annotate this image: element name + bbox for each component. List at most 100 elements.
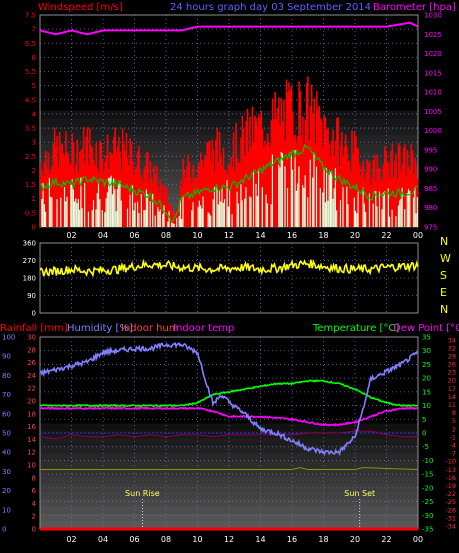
wind-bar (326, 168, 328, 227)
dewpoint-tick-label: 14 (448, 393, 456, 401)
wind-bar (333, 188, 335, 227)
compass-label: E (440, 286, 447, 299)
wind-bar (210, 215, 212, 227)
gust-bar (43, 162, 46, 227)
wind-bar (381, 209, 383, 227)
wind-bar (395, 216, 397, 227)
gust-bar (399, 145, 401, 227)
hour-tick-label: 20 (350, 231, 360, 240)
wind-bar (75, 198, 77, 227)
humidity-tick-label: 80 (2, 372, 11, 380)
wind-bar (80, 177, 82, 227)
hour-tick-label: 16 (287, 535, 297, 544)
gust-bar (336, 117, 338, 227)
gust-bar (222, 147, 225, 227)
gust-bar (246, 108, 249, 227)
wind-bar (294, 150, 296, 227)
gust-bar (154, 174, 157, 227)
temperature-tick-label: 30 (422, 347, 431, 355)
gust-bar (275, 118, 278, 227)
gust-bar (142, 181, 144, 227)
hour-tick-label: 18 (318, 231, 328, 240)
gust-bar (76, 139, 79, 227)
dewpoint-tick-label: -34 (445, 523, 456, 531)
gust-bar (182, 158, 184, 227)
humidity-tick-label: 100 (2, 334, 15, 342)
wind-bar (182, 196, 184, 227)
wind-bar (255, 183, 257, 227)
wind-bar (397, 205, 400, 227)
indoor-temp-title: Indoor temp (173, 323, 234, 334)
gust-bar (392, 178, 395, 227)
gust-bar (273, 119, 275, 227)
gust-bar (223, 170, 226, 227)
gust-bar (91, 146, 94, 227)
wind-bar (257, 168, 260, 227)
wind-bar (295, 190, 298, 227)
wind-bar (355, 210, 357, 227)
gust-bar (134, 169, 137, 227)
windspeed-axis-title: Windspeed [m/s] (38, 2, 123, 13)
wind-bar (81, 208, 83, 227)
wind-bar (101, 210, 103, 227)
wind-bar (137, 201, 139, 227)
gust-bar (188, 162, 191, 227)
gust-bar (177, 206, 179, 227)
gust-bar (143, 170, 145, 227)
wind-bar (241, 200, 243, 227)
wind-bar (131, 185, 134, 227)
wind-bar (226, 180, 228, 227)
gust-bar (189, 176, 192, 227)
wind-bar (63, 187, 66, 227)
gust-bar (53, 127, 56, 227)
wind-bar (236, 191, 238, 227)
gust-bar (157, 185, 159, 227)
wind-bar (71, 178, 73, 227)
gust-bar (338, 167, 341, 227)
wind-bar (212, 199, 214, 227)
compass-label: N (440, 303, 448, 316)
barometer-tick-label: 1010 (424, 89, 442, 97)
barometer-tick-label: 1005 (424, 108, 442, 116)
wind-bar (356, 213, 358, 227)
gust-bar (415, 164, 418, 227)
hour-tick-label: 22 (381, 231, 391, 240)
hour-tick-label: 02 (66, 535, 76, 544)
temperature-tick-label: 35 (422, 334, 431, 342)
gust-bar (310, 84, 313, 227)
wind-bar (173, 223, 175, 227)
windspeed-tick-label: 0 (32, 224, 36, 232)
hour-tick-label: 00 (413, 535, 423, 544)
gust-bar (318, 105, 321, 227)
chart-date-title: 24 hours graph day 03 September 2014 (170, 2, 371, 13)
wind-bar (309, 159, 311, 227)
hour-ticks-top: 02 04 06 08 10 12 14 16 18 20 22 00 (66, 231, 423, 240)
gust-bar (302, 116, 304, 227)
temperature-tick-label: -5 (422, 443, 429, 451)
wind-bar (416, 196, 418, 227)
wind-bar (353, 197, 355, 227)
gust-bar (86, 127, 89, 227)
rain-tick-label: 24 (27, 372, 36, 380)
gust-bar (249, 116, 251, 227)
wind-bar (143, 209, 145, 227)
gust-bar (164, 186, 167, 227)
wind-bar (157, 207, 159, 227)
wind-bar (51, 197, 53, 227)
wind-bar (222, 202, 224, 227)
dewpoint-tick-label: -4 (450, 442, 456, 450)
shading-band (40, 476, 418, 485)
gust-bar (389, 178, 391, 227)
gust-bar (211, 139, 213, 227)
gust-bar (135, 166, 138, 227)
gust-bar (312, 113, 314, 227)
dewpoint-tick-label: -19 (445, 482, 456, 490)
gust-bar (357, 148, 360, 227)
wind-bar (168, 211, 170, 227)
wind-bar (163, 205, 165, 227)
gust-bar (348, 160, 351, 227)
temperature-tick-label: 5 (422, 416, 426, 424)
barometer-ticks: 975 980 985 990 995 1000 1005 1010 1015 1020 1025 1… (424, 12, 442, 232)
gust-bar (337, 117, 339, 227)
gust-bar (395, 154, 397, 227)
